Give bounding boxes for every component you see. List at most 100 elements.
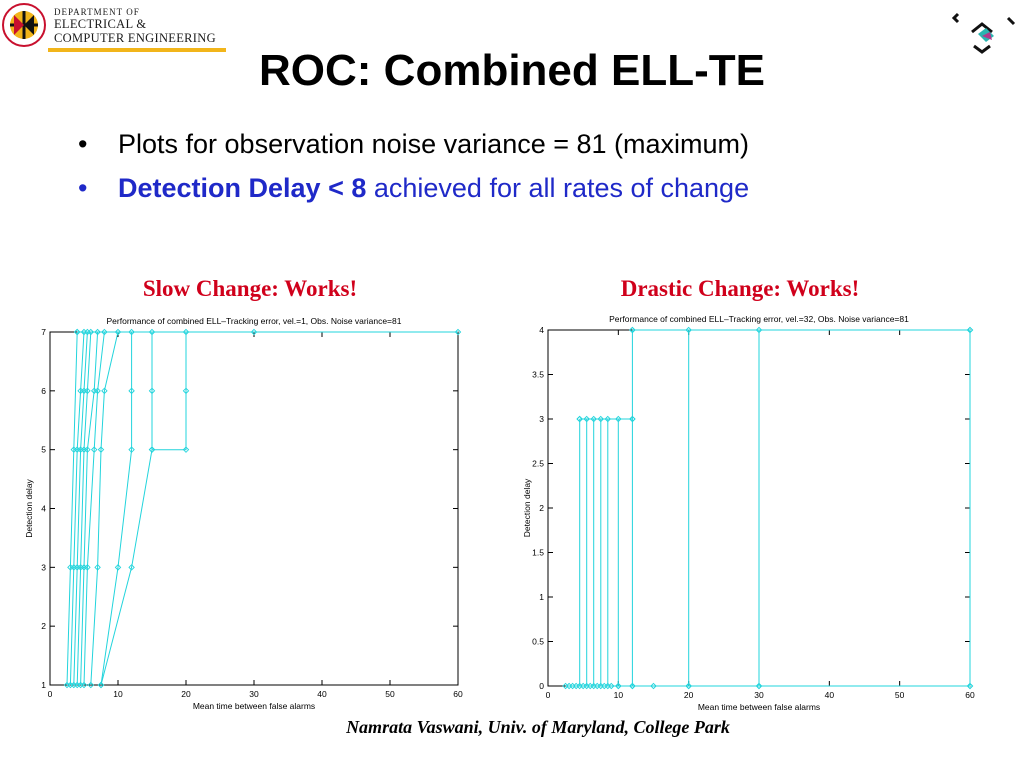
department-line-2: ELECTRICAL & — [54, 17, 147, 31]
y-tick-label: 0 — [539, 681, 544, 691]
series-line-2 — [73, 331, 88, 686]
data-point — [572, 682, 580, 690]
x-tick-label: 0 — [546, 690, 551, 700]
y-tick-label: 7 — [41, 327, 46, 337]
data-point — [84, 564, 91, 571]
series-line-9 — [152, 332, 187, 451]
data-point — [128, 328, 135, 336]
data-point — [128, 564, 135, 571]
caption-drastic-change: Drastic Change: Works! — [620, 276, 860, 301]
x-tick-label: 60 — [965, 690, 975, 700]
y-tick-label: 3.5 — [532, 370, 544, 380]
x-tick-label: 30 — [249, 689, 259, 699]
data-point — [84, 387, 91, 395]
data-point — [84, 446, 91, 453]
data-point — [755, 682, 763, 690]
y-tick-label: 3 — [539, 414, 544, 424]
y-tick-label: 4 — [539, 325, 544, 335]
department-line-1: DEPARTMENT OF — [54, 7, 140, 17]
series-line-7 — [100, 332, 133, 686]
data-point — [629, 682, 636, 690]
corner-logo-icon — [951, 12, 1016, 54]
x-tick-label: 50 — [385, 689, 395, 699]
bullet-strong-text: Detection Delay < 8 — [118, 173, 367, 203]
x-tick-label: 20 — [684, 690, 694, 700]
plot-frame — [49, 331, 459, 686]
x-tick-label: 30 — [754, 690, 764, 700]
data-point — [87, 328, 95, 336]
data-point — [601, 682, 608, 690]
data-point — [90, 446, 98, 453]
department-name: DEPARTMENT OF ELECTRICAL & COMPUTER ENGI… — [54, 8, 216, 44]
data-point — [579, 682, 587, 690]
chart-slow-change: Performance of combined ELL–Tracking err… — [24, 316, 463, 711]
data-point — [608, 682, 615, 690]
x-tick-label: 40 — [317, 689, 327, 699]
data-point — [597, 415, 604, 423]
chart-title: Performance of combined ELL–Tracking err… — [609, 314, 909, 324]
x-tick-label: 0 — [48, 689, 53, 699]
bullet-symbol: • — [78, 129, 88, 159]
y-tick-label: 0.5 — [532, 637, 544, 647]
bullet-list: • Plots for observation noise variance =… — [78, 124, 749, 212]
data-point — [454, 328, 462, 336]
logo-gold-bar — [48, 48, 226, 52]
data-point — [101, 387, 108, 395]
data-point — [114, 328, 122, 336]
y-tick-label: 2 — [41, 621, 46, 631]
data-point — [97, 681, 105, 689]
data-point — [650, 682, 657, 690]
data-point — [182, 446, 190, 453]
x-tick-label: 40 — [825, 690, 835, 700]
data-point — [94, 387, 101, 395]
series-line-5 — [83, 331, 105, 686]
data-point — [94, 328, 101, 336]
bullet-item-detection-delay: • Detection Delay < 8 achieved for all r… — [78, 168, 749, 212]
x-axis-label: Mean time between false alarms — [193, 701, 315, 711]
data-point — [148, 387, 156, 395]
x-tick-label: 50 — [895, 690, 905, 700]
series-line-6 — [90, 331, 119, 686]
bullet-rest-text: achieved for all rates of change — [366, 173, 750, 203]
data-point — [685, 326, 692, 334]
data-point — [629, 415, 636, 423]
x-tick-label: 10 — [113, 689, 123, 699]
data-point — [128, 387, 135, 395]
y-tick-label: 1 — [41, 680, 46, 690]
y-tick-label: 4 — [41, 504, 46, 514]
bullet-text: Plots for observation noise variance = 8… — [118, 129, 750, 159]
footer-credit: Namrata Vaswani, Univ. of Maryland, Coll… — [346, 717, 730, 737]
chart-drastic-change: Performance of combined ELL–Tracking err… — [522, 314, 975, 712]
department-line-3: COMPUTER ENGINEERING — [54, 30, 216, 45]
data-point — [97, 446, 105, 453]
data-point — [615, 682, 622, 690]
data-point — [966, 326, 974, 334]
x-tick-label: 10 — [614, 690, 624, 700]
y-tick-label: 1.5 — [532, 548, 544, 558]
data-point — [250, 328, 258, 336]
data-point — [576, 415, 583, 423]
y-tick-label: 2.5 — [532, 459, 544, 469]
data-point — [593, 682, 601, 690]
y-tick-label: 5 — [41, 445, 46, 455]
series-line-1 — [69, 331, 85, 686]
chart-title: Performance of combined ELL–Tracking err… — [107, 316, 402, 326]
data-point — [583, 415, 590, 423]
x-axis-label: Mean time between false alarms — [698, 702, 820, 712]
data-point — [182, 387, 190, 395]
data-point — [586, 682, 594, 690]
data-point — [80, 681, 88, 689]
x-tick-label: 60 — [453, 689, 463, 699]
data-point — [182, 328, 190, 336]
university-seal-icon — [2, 3, 46, 47]
y-axis-label: Detection delay — [24, 478, 34, 537]
department-logo: DEPARTMENT OF ELECTRICAL & COMPUTER ENGI… — [0, 0, 226, 52]
caption-slow-change: Slow Change: Works! — [142, 276, 358, 301]
bullet-symbol: • — [78, 173, 88, 203]
data-point — [148, 446, 156, 453]
data-point — [114, 564, 122, 571]
data-point — [73, 328, 81, 336]
x-tick-label: 20 — [181, 689, 191, 699]
series-line-4 — [80, 331, 99, 686]
data-point — [604, 415, 612, 423]
